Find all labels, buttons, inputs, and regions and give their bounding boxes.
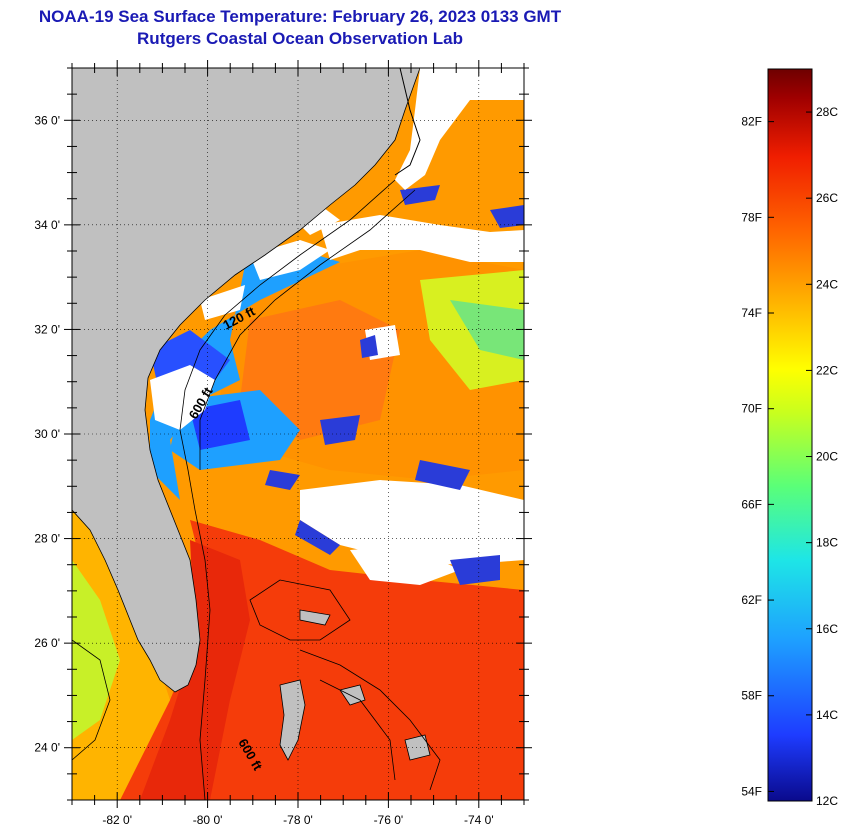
fahrenheit-label: 62F [741,593,762,607]
lat-tick-label: 28 0' [34,532,60,546]
longitude-axis: -82 0' -80 0' -78 0' -76 0' -74 0' [102,813,493,827]
outer-banks-coastline [394,68,421,176]
lat-tick-label: 24 0' [34,741,60,755]
temperature-colorbar: 82F 78F 74F 70F 66F 62F 58F 54F 28C 26C … [741,68,838,808]
lat-tick-label: 34 0' [34,218,60,232]
lon-tick-label: -80 0' [193,813,223,827]
lon-tick-label: -78 0' [283,813,313,827]
fahrenheit-label: 58F [741,689,762,703]
title-line-1: NOAA-19 Sea Surface Temperature: Februar… [38,7,562,26]
bahamas-islands [279,609,431,761]
celsius-label: 26C [816,191,838,205]
gulf-stream-core [140,540,250,800]
celsius-label: 28C [816,105,838,119]
celsius-label: 18C [816,536,838,550]
lat-tick-label: 36 0' [34,113,60,127]
mid-cold-patch [190,400,250,450]
celsius-label: 14C [816,708,838,722]
celsius-label: 20C [816,450,838,464]
lat-tick-label: 26 0' [34,636,60,650]
mainland-usa-land [72,68,421,693]
fahrenheit-label: 78F [741,210,762,224]
celsius-label: 16C [816,622,838,636]
lat-tick-label: 32 0' [34,322,60,336]
gulf-cool-patch [72,560,120,740]
celsius-label: 22C [816,363,838,377]
celsius-label: 12C [816,794,838,808]
lon-tick-label: -74 0' [464,813,494,827]
fahrenheit-label: 66F [741,497,762,511]
fahrenheit-label: 70F [741,402,762,416]
map-title: NOAA-19 Sea Surface Temperature: Februar… [0,6,600,50]
northern-cloud-region [395,68,524,190]
fahrenheit-scale: 82F 78F 74F 70F 66F 62F 58F 54F [741,115,762,799]
fahrenheit-label: 54F [741,784,762,798]
eastern-green-patch [450,300,524,360]
gulf-of-mexico-region [72,500,170,800]
lat-tick-label: 30 0' [34,427,60,441]
latitude-axis: 36 0' 34 0' 32 0' 30 0' 28 0' 26 0' 24 0… [34,113,60,754]
map-panel: 120 ft 600 ft 600 ft [72,68,524,800]
title-line-2: Rutgers Coastal Ocean Observation Lab [137,29,463,48]
celsius-label: 24C [816,277,838,291]
fahrenheit-label: 82F [741,115,762,129]
lon-tick-label: -82 0' [102,813,132,827]
lon-tick-label: -76 0' [374,813,404,827]
fahrenheit-label: 74F [741,306,762,320]
central-warm-core [240,300,400,440]
colorbar-gradient [767,68,813,802]
colorbar-ticks [768,111,812,802]
cloud-edge-cold-pixels [265,185,524,585]
bathymetry-contours [72,179,441,800]
axis-ticks [64,60,532,808]
celsius-scale: 28C 26C 24C 22C 20C 18C 16C 14C 12C [816,105,838,808]
graticule-grid [72,68,524,800]
